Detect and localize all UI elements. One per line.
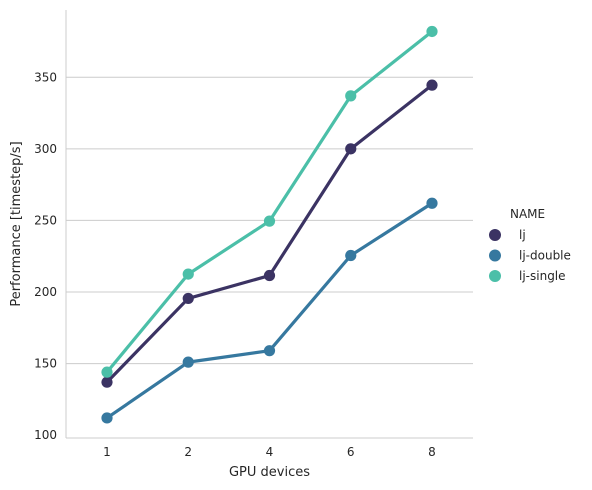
data-point-lj-6 bbox=[345, 143, 356, 154]
y-tick-label-350: 350 bbox=[34, 70, 57, 84]
data-point-lj-2 bbox=[183, 293, 194, 304]
data-point-lj-1 bbox=[101, 377, 112, 388]
data-point-lj-8 bbox=[426, 80, 437, 91]
x-axis-label: GPU devices bbox=[229, 465, 310, 480]
legend-item-lj-single: lj-single bbox=[489, 269, 566, 283]
data-point-lj-double-6 bbox=[345, 250, 356, 261]
y-axis-label: Performance [timestep/s] bbox=[9, 141, 24, 306]
y-tick-labels: 100 150 200 250 300 350 bbox=[34, 70, 57, 442]
x-tick-label-1: 1 bbox=[103, 445, 111, 459]
legend-item-lj-double: lj-double bbox=[489, 249, 571, 263]
data-point-lj-double-8 bbox=[426, 198, 437, 209]
series-line-lj-single bbox=[107, 31, 432, 372]
legend-item-lj: lj bbox=[489, 228, 526, 242]
data-point-lj-double-2 bbox=[183, 357, 194, 368]
legend: NAME lj lj-double lj-single bbox=[489, 207, 571, 283]
legend-label-lj-single: lj-single bbox=[519, 269, 566, 283]
y-tick-label-300: 300 bbox=[34, 142, 57, 156]
legend-marker-lj-single bbox=[489, 270, 501, 282]
series-lj-single bbox=[101, 26, 437, 378]
y-tick-label-100: 100 bbox=[34, 428, 57, 442]
data-point-lj-double-4 bbox=[264, 345, 275, 356]
legend-label-lj-double: lj-double bbox=[519, 249, 571, 263]
x-tick-label-2: 2 bbox=[184, 445, 192, 459]
x-tick-label-8: 8 bbox=[428, 445, 436, 459]
legend-marker-lj-double bbox=[489, 250, 501, 262]
y-tick-label-150: 150 bbox=[34, 357, 57, 371]
series-lj-double bbox=[101, 198, 437, 424]
data-point-lj-single-8 bbox=[426, 26, 437, 37]
x-tick-label-6: 6 bbox=[347, 445, 355, 459]
legend-marker-lj bbox=[489, 229, 501, 241]
x-tick-label-4: 4 bbox=[266, 445, 274, 459]
series-line-lj-double bbox=[107, 203, 432, 418]
data-point-lj-single-4 bbox=[264, 216, 275, 227]
legend-label-lj: lj bbox=[519, 228, 526, 242]
y-tick-label-200: 200 bbox=[34, 285, 57, 299]
data-point-lj-single-6 bbox=[345, 90, 356, 101]
data-point-lj-single-2 bbox=[183, 269, 194, 280]
legend-title: NAME bbox=[510, 207, 545, 221]
data-point-lj-4 bbox=[264, 270, 275, 281]
x-tick-labels: 1 2 4 6 8 bbox=[103, 445, 436, 459]
data-point-lj-single-1 bbox=[101, 367, 112, 378]
data-point-lj-double-1 bbox=[101, 412, 112, 423]
y-tick-label-250: 250 bbox=[34, 213, 57, 227]
